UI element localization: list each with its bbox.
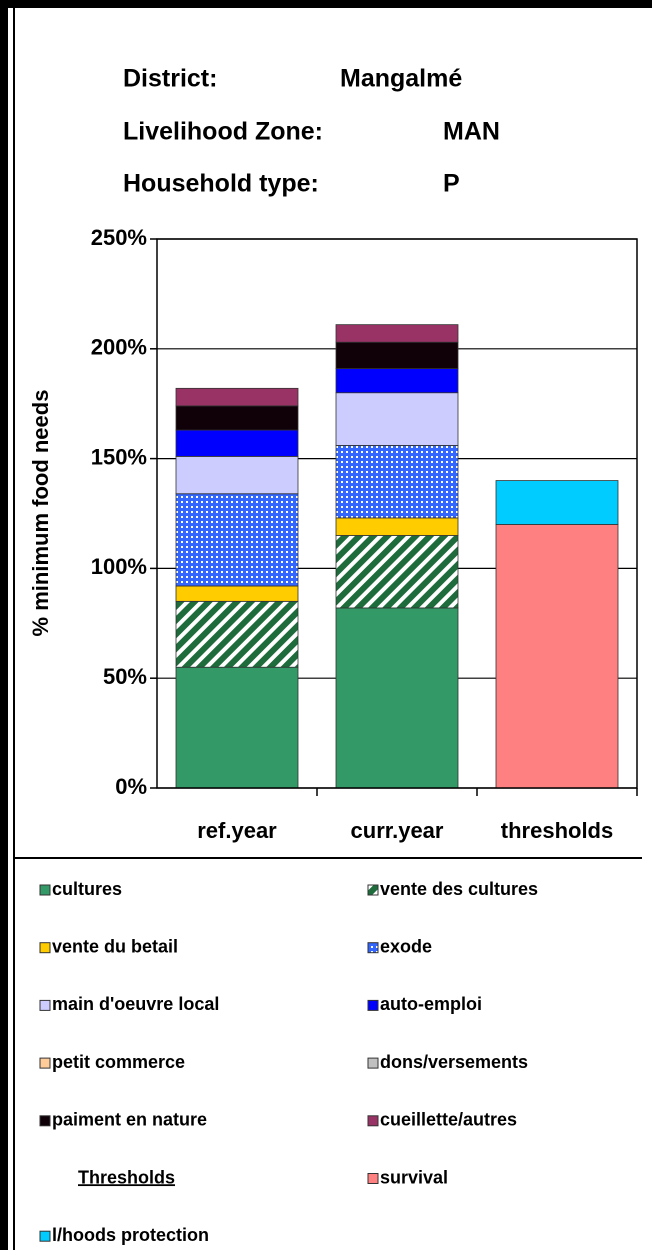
y-tick-label: 0% [115,774,147,799]
x-tick-label: curr.year [351,818,444,843]
header-label: District: [123,65,217,93]
bar-segment [175,666,299,789]
bar-segment [175,493,299,587]
legend-label: exode [380,936,432,956]
y-axis-label: % minimum food needs [28,390,53,637]
frame-top [0,0,652,8]
legend-swatch [39,942,51,954]
bar-segment [335,607,459,789]
header-value: MAN [443,118,500,146]
legend-label: survival [380,1167,448,1187]
legend-swatch [367,999,379,1011]
legend-swatch [39,1057,51,1069]
header-label: Household type: [123,170,319,198]
legend-label: petit commerce [52,1052,185,1072]
bar-segment [175,600,299,668]
legend-swatch [367,1173,379,1184]
bar-segment [335,341,459,369]
legend-label: auto-emploi [380,994,482,1014]
y-tick-label: 200% [91,335,147,360]
plot-frame [156,238,638,789]
y-tick-label: 250% [91,225,147,250]
legend-swatch [367,942,379,954]
bar-segment [335,445,459,519]
bar-segment [335,517,459,536]
x-tick-label: ref.year [197,818,277,843]
legend-swatch [39,884,51,896]
bar-segment [495,480,619,525]
header-value: Mangalmé [340,65,462,93]
header-label: Livelihood Zone: [123,118,323,146]
legend-label: vente des cultures [380,879,538,899]
legend-swatch [367,1115,379,1127]
legend-label: dons/versements [380,1052,528,1072]
frame-left [0,0,8,1250]
legend-label: cultures [52,879,122,899]
legend-label: paiment en nature [52,1110,207,1130]
y-tick-label: 150% [91,444,147,469]
legend-swatch [39,1230,51,1242]
bar-segment [335,368,459,394]
legend-label: l/hoods protection [52,1225,209,1245]
bar-segment [335,392,459,446]
bar-segment [335,535,459,609]
bar-segment [335,324,459,343]
x-tick-label: thresholds [501,818,613,843]
legend-swatch [39,1115,51,1127]
legend-label: vente du betail [52,936,178,956]
bar-segment [175,585,299,602]
bar-segment [175,456,299,495]
legend-swatch [39,999,51,1011]
legend-swatch [367,884,379,896]
bar-segment [175,429,299,457]
header-value: P [443,170,460,198]
legend-label: main d'oeuvre local [52,994,219,1014]
bar-segment [495,524,619,789]
bar-segment [175,405,299,431]
legend-label: cueillette/autres [380,1110,517,1130]
y-tick-label: 50% [103,664,147,689]
legend-swatch [367,1057,379,1069]
y-tick-label: 100% [91,554,147,579]
legend-heading: Thresholds [78,1167,175,1187]
bar-segment [175,387,299,407]
